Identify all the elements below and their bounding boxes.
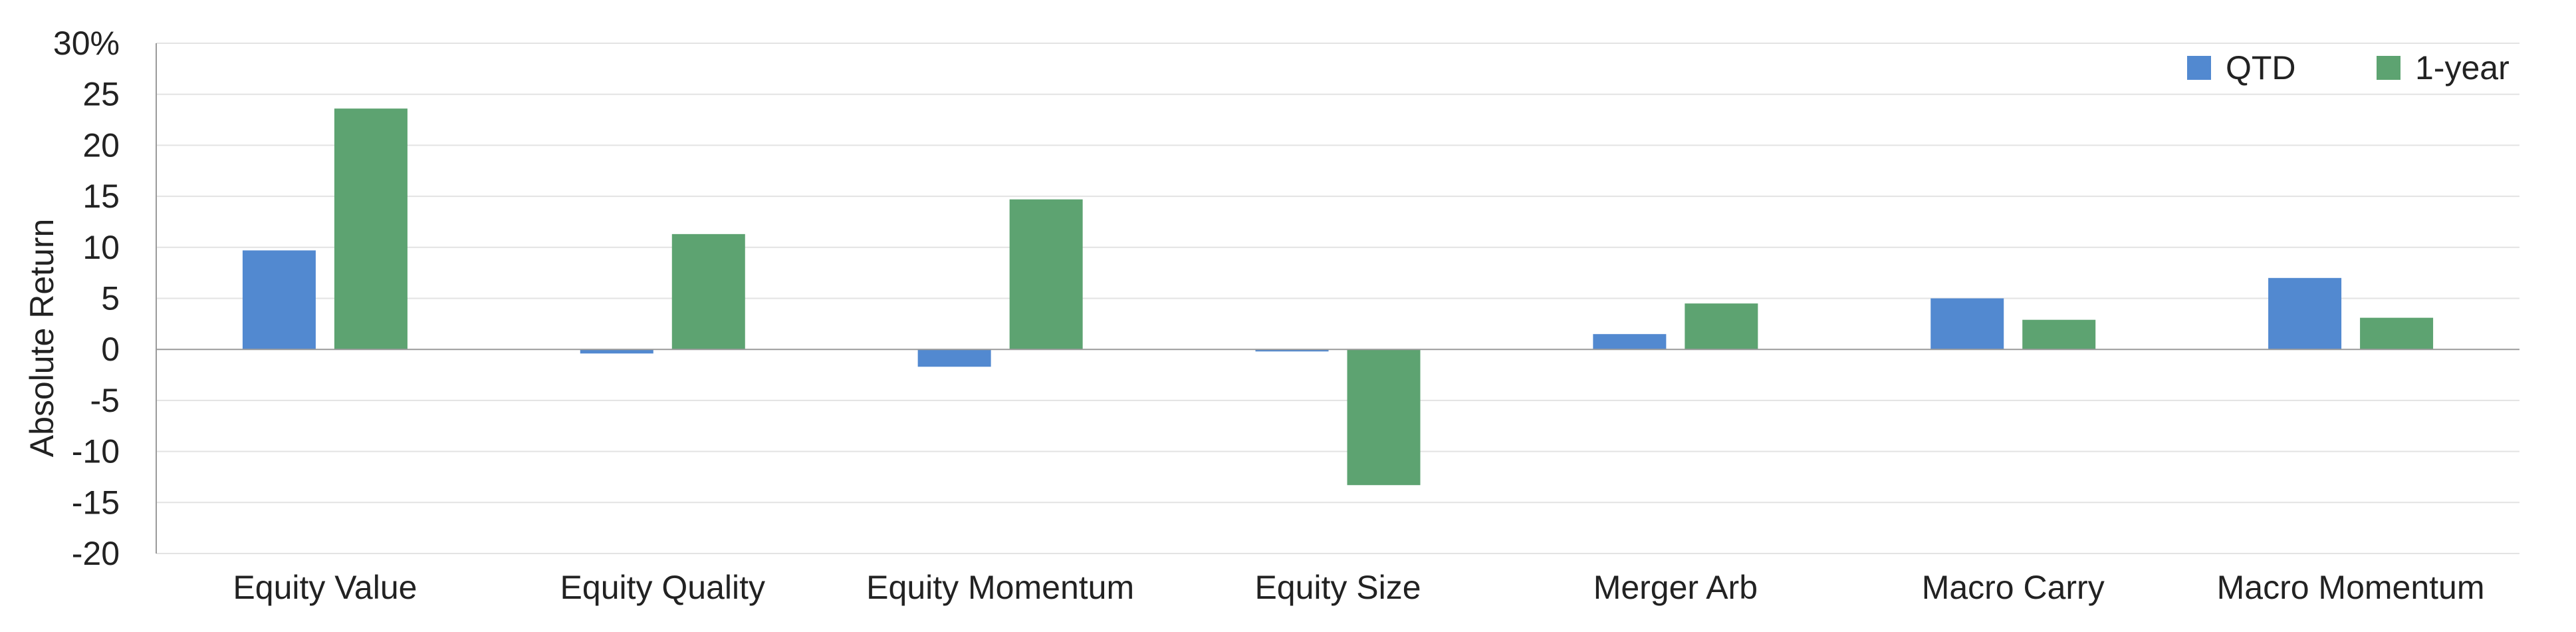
legend-swatch-1-year [2377, 56, 2400, 80]
bar-1-year-macro-momentum [2360, 317, 2434, 350]
legend-label: QTD [2226, 49, 2296, 86]
x-category-label: Macro Carry [1922, 569, 2105, 606]
x-category-label: Macro Momentum [2217, 569, 2485, 606]
axes [156, 43, 2519, 553]
y-tick-label: 10 [82, 229, 120, 266]
y-tick-label: 20 [82, 126, 120, 164]
bar-qtd-equity-size [1255, 349, 1329, 352]
legend: QTD 1-year [2187, 49, 2510, 86]
legend-swatch-qtd [2187, 56, 2211, 80]
legend-label: 1-year [2415, 49, 2510, 86]
y-axis-tick-labels: 30% 25 20 15 10 5 0 -5 -10 -15 -20 [53, 25, 120, 572]
gridlines [156, 43, 2519, 554]
bar-1-year-equity-momentum [1009, 199, 1083, 350]
bar-1-year-merger-arb [1685, 303, 1758, 350]
y-tick-label: -5 [90, 382, 120, 419]
x-category-label: Equity Momentum [866, 569, 1134, 606]
bar-qtd-equity-quality [580, 349, 653, 354]
y-tick-label: -10 [72, 433, 120, 470]
y-tick-label: 30% [53, 25, 120, 62]
bar-1-year-equity-value [334, 108, 408, 350]
bar-qtd-macro-momentum [2268, 277, 2342, 350]
y-tick-label: -15 [72, 484, 120, 521]
y-tick-label: -20 [72, 535, 120, 572]
y-axis-title: Absolute Return [23, 219, 60, 458]
x-category-label: Merger Arb [1593, 569, 1758, 606]
x-category-label: Equity Size [1254, 569, 1421, 606]
bar-qtd-equity-value [242, 250, 316, 350]
bar-qtd-merger-arb [1593, 334, 1667, 350]
x-axis-category-labels: Equity Value Equity Quality Equity Momentu… [233, 569, 2484, 606]
bar-1-year-equity-size [1347, 349, 1421, 486]
y-tick-label: 15 [82, 178, 120, 215]
y-tick-label: 25 [82, 76, 120, 113]
bars [242, 108, 2434, 486]
bar-1-year-macro-carry [2022, 319, 2096, 350]
bar-qtd-equity-momentum [917, 349, 991, 367]
y-tick-label: 5 [101, 280, 120, 317]
x-category-label: Equity Quality [560, 569, 765, 606]
bar-qtd-macro-carry [1931, 298, 2004, 350]
bar-1-year-equity-quality [671, 234, 745, 350]
y-tick-label: 0 [101, 331, 120, 368]
x-category-label: Equity Value [233, 569, 417, 606]
